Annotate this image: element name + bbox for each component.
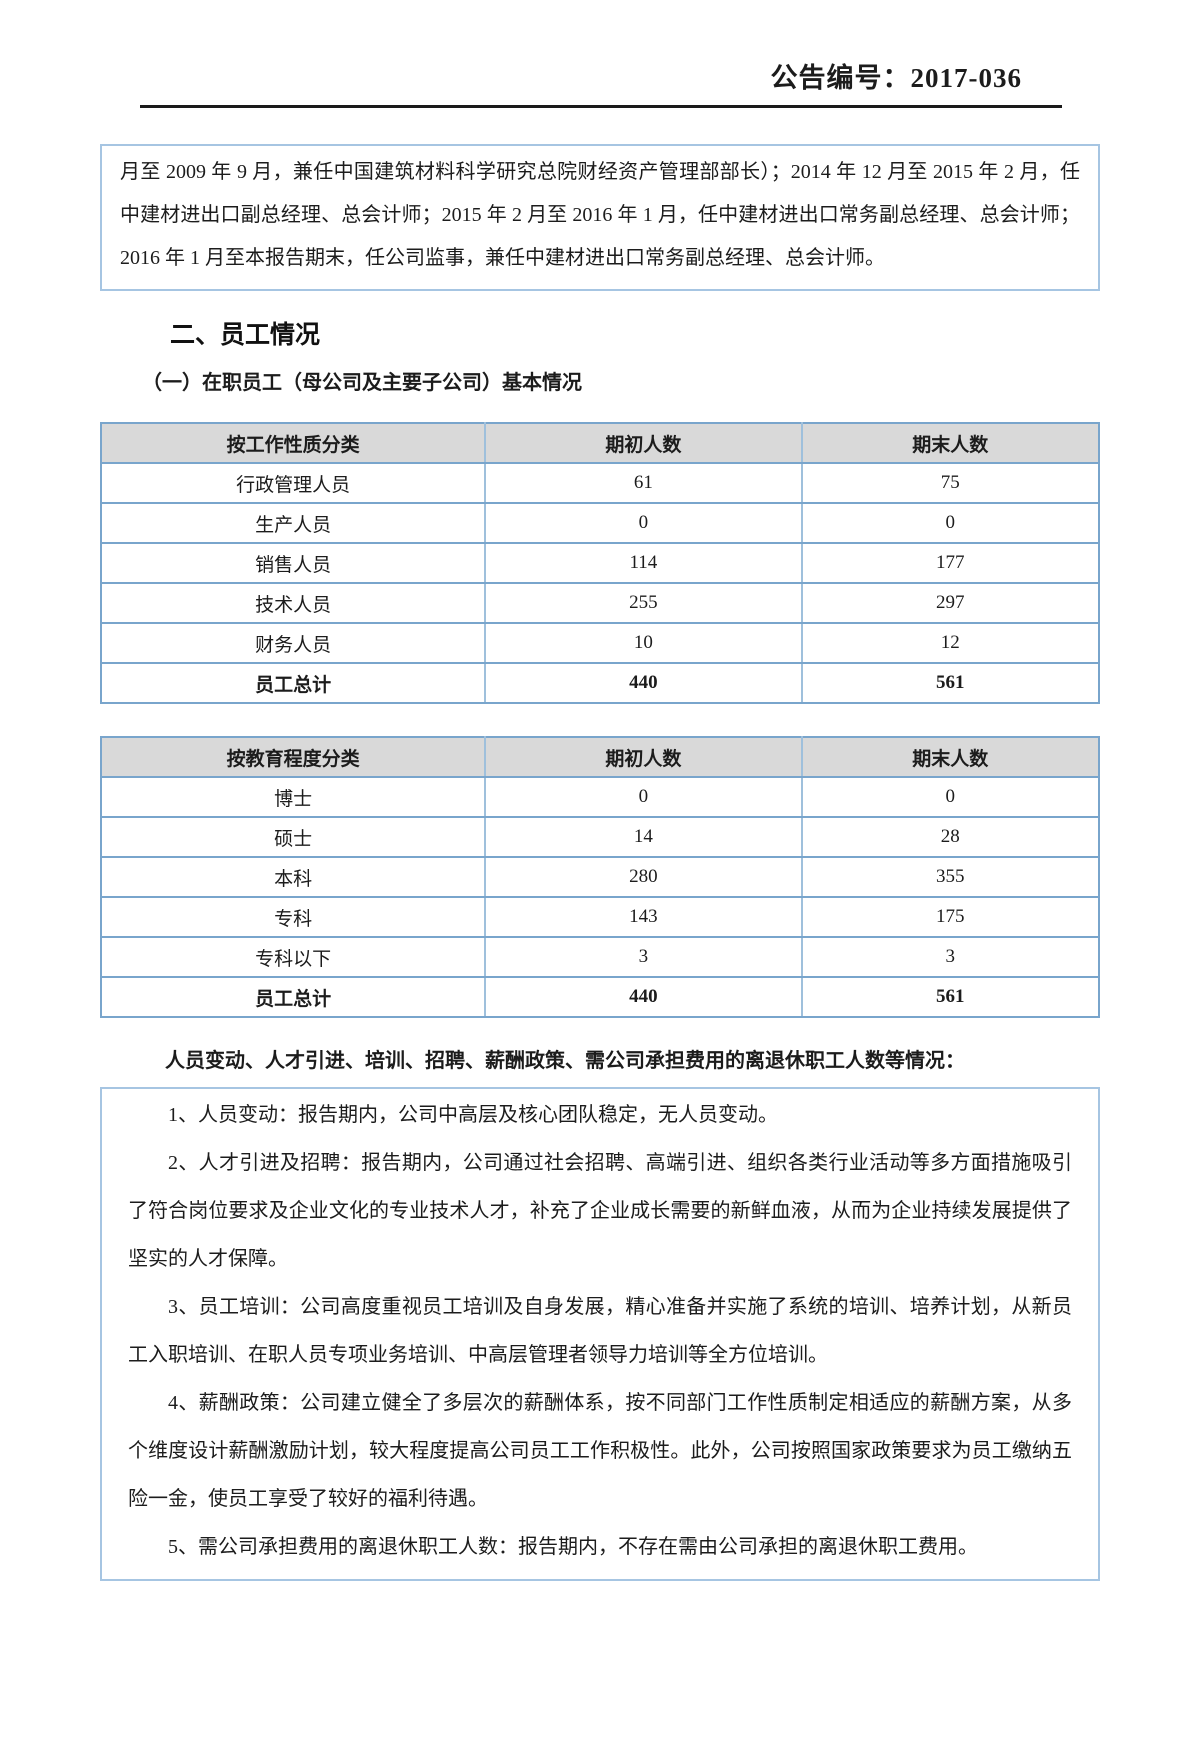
cell-value: 61	[484, 462, 803, 504]
cell-value: 355	[800, 856, 1101, 898]
table-row: 生产人员 0 0	[99, 502, 1101, 544]
column-header: 按工作性质分类	[99, 422, 487, 464]
table-row: 本科 280 355	[99, 856, 1101, 898]
table-header-row: 按教育程度分类 期初人数 期末人数	[99, 736, 1101, 778]
policy-paragraph-training: 3、员工培训：公司高度重视员工培训及自身发展，精心准备并实施了系统的培训、培养计…	[128, 1296, 1072, 1366]
document-page: 公告编号：2017-036 月至 2009 年 9 月，兼任中国建筑材料科学研究…	[0, 56, 1200, 1753]
cell-value: 3	[484, 936, 803, 978]
row-label: 博士	[99, 776, 487, 818]
policy-paragraph-compensation: 4、薪酬政策：公司建立健全了多层次的薪酬体系，按不同部门工作性质制定相适应的薪酬…	[128, 1392, 1072, 1510]
row-label: 硕士	[99, 816, 487, 858]
total-value: 440	[484, 976, 803, 1018]
table-total-row: 员工总计 440 561	[99, 662, 1101, 704]
section-title-employees: 二、员工情况	[170, 321, 321, 349]
column-header: 期初人数	[484, 422, 803, 464]
cell-value: 0	[800, 776, 1101, 818]
policy-paragraph-retirees: 5、需公司承担费用的离退休职工人数：报告期内，不存在需由公司承担的离退休职工费用…	[168, 1536, 978, 1558]
policy-details-box: 1、人员变动：报告期内，公司中高层及核心团队稳定，无人员变动。 2、人才引进及招…	[100, 1087, 1100, 1581]
total-label: 员工总计	[99, 662, 487, 704]
cell-value: 0	[484, 502, 803, 544]
row-label: 销售人员	[99, 542, 487, 584]
bio-continuation-box: 月至 2009 年 9 月，兼任中国建筑材料科学研究总院财经资产管理部部长）；2…	[100, 144, 1100, 291]
cell-value: 143	[484, 896, 803, 938]
policy-paragraph-recruitment: 2、人才引进及招聘：报告期内，公司通过社会招聘、高端引进、组织各类行业活动等多方…	[128, 1152, 1072, 1270]
row-label: 财务人员	[99, 622, 487, 664]
row-label: 专科以下	[99, 936, 487, 978]
policy-paragraph-personnel-change: 1、人员变动：报告期内，公司中高层及核心团队稳定，无人员变动。	[168, 1104, 778, 1126]
total-label: 员工总计	[99, 976, 487, 1018]
cell-value: 12	[800, 622, 1101, 664]
row-label: 技术人员	[99, 582, 487, 624]
table-row: 销售人员 114 177	[99, 542, 1101, 584]
table-header-row: 按工作性质分类 期初人数 期末人数	[99, 422, 1101, 464]
announcement-number: 公告编号：2017-036	[770, 63, 1022, 93]
cell-value: 3	[800, 936, 1101, 978]
table-row: 行政管理人员 61 75	[99, 462, 1101, 504]
cell-value: 0	[484, 776, 803, 818]
document-header: 公告编号：2017-036	[140, 56, 1062, 108]
cell-value: 280	[484, 856, 803, 898]
total-value: 561	[800, 662, 1101, 704]
table-row: 技术人员 255 297	[99, 582, 1101, 624]
cell-value: 0	[800, 502, 1101, 544]
cell-value: 114	[484, 542, 803, 584]
table-row: 专科以下 3 3	[99, 936, 1101, 978]
row-label: 本科	[99, 856, 487, 898]
table-by-job-nature: 按工作性质分类 期初人数 期末人数 行政管理人员 61 75 生产人员 0 0 …	[99, 422, 1101, 704]
cell-value: 175	[800, 896, 1101, 938]
total-value: 561	[800, 976, 1101, 1018]
table-row: 硕士 14 28	[99, 816, 1101, 858]
cell-value: 75	[800, 462, 1101, 504]
policy-heading: 人员变动、人才引进、培训、招聘、薪酬政策、需公司承担费用的离退休职工人数等情况：	[165, 1050, 965, 1072]
table-row: 财务人员 10 12	[99, 622, 1101, 664]
column-header: 期初人数	[484, 736, 803, 778]
cell-value: 255	[484, 582, 803, 624]
subsection-title-active-employees: （一）在职员工（母公司及主要子公司）基本情况	[142, 372, 582, 394]
table-row: 博士 0 0	[99, 776, 1101, 818]
column-header: 期末人数	[800, 422, 1101, 464]
row-label: 行政管理人员	[99, 462, 487, 504]
cell-value: 177	[800, 542, 1101, 584]
cell-value: 14	[484, 816, 803, 858]
cell-value: 28	[800, 816, 1101, 858]
table-row: 专科 143 175	[99, 896, 1101, 938]
bio-continuation-text: 月至 2009 年 9 月，兼任中国建筑材料科学研究总院财经资产管理部部长）；2…	[120, 161, 1080, 269]
column-header: 按教育程度分类	[99, 736, 487, 778]
cell-value: 297	[800, 582, 1101, 624]
total-value: 440	[484, 662, 803, 704]
table-by-education: 按教育程度分类 期初人数 期末人数 博士 0 0 硕士 14 28 本科 280…	[99, 736, 1101, 1018]
cell-value: 10	[484, 622, 803, 664]
row-label: 生产人员	[99, 502, 487, 544]
row-label: 专科	[99, 896, 487, 938]
column-header: 期末人数	[800, 736, 1101, 778]
table-total-row: 员工总计 440 561	[99, 976, 1101, 1018]
